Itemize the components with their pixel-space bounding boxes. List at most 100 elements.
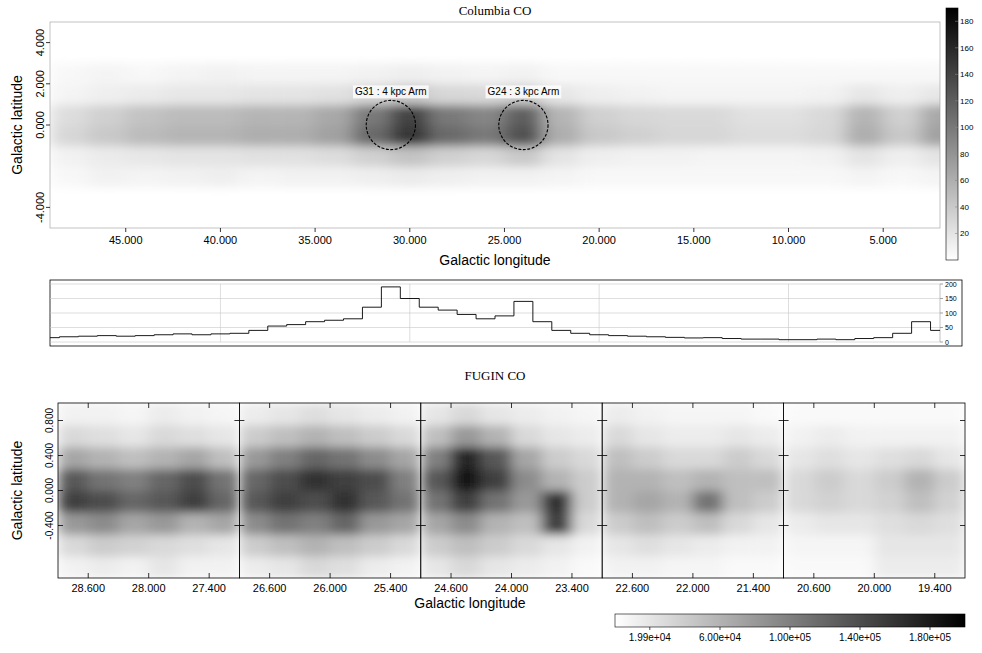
cell xyxy=(770,104,808,125)
x-tick-label: 22.600 xyxy=(616,582,650,594)
cell xyxy=(391,469,421,491)
cell xyxy=(580,125,618,146)
cell xyxy=(315,146,353,167)
cell xyxy=(512,447,543,469)
cell xyxy=(663,556,694,578)
cell xyxy=(572,425,602,447)
colorbar-tick-label: 40 xyxy=(960,203,969,212)
y-tick xyxy=(960,490,965,491)
cell xyxy=(753,403,783,425)
x-tick xyxy=(693,228,694,232)
cell xyxy=(58,491,89,513)
cell xyxy=(845,146,883,167)
cell xyxy=(391,63,429,84)
cell xyxy=(88,63,126,84)
step xyxy=(912,321,931,322)
cell xyxy=(50,146,88,167)
step xyxy=(817,339,836,340)
step xyxy=(893,333,912,334)
cell xyxy=(504,63,542,84)
cell xyxy=(784,512,815,534)
cell xyxy=(300,425,331,447)
cell xyxy=(572,534,602,556)
cell xyxy=(580,84,618,105)
cell xyxy=(807,146,845,167)
step xyxy=(325,320,344,321)
cell xyxy=(753,469,783,491)
step-riser xyxy=(362,307,363,319)
panel-area xyxy=(239,403,420,578)
cell xyxy=(421,556,452,578)
panel-frame xyxy=(602,403,783,578)
x-tick-label: 24.600 xyxy=(434,582,468,594)
cell xyxy=(300,447,331,469)
y-tick-label: -4.000 xyxy=(34,192,46,223)
cell xyxy=(512,534,543,556)
cell xyxy=(164,146,202,167)
y-tick-label: 150 xyxy=(945,295,957,302)
cell xyxy=(300,491,331,513)
cell xyxy=(481,425,512,447)
cell xyxy=(315,125,353,146)
cell xyxy=(149,469,180,491)
x-tick-label: 10.000 xyxy=(772,234,806,246)
cell xyxy=(239,403,270,425)
x-tick xyxy=(504,228,505,232)
y-tick xyxy=(234,525,239,526)
x-tick-label: 23.400 xyxy=(555,582,589,594)
cell xyxy=(300,534,331,556)
cell xyxy=(935,447,965,469)
cell xyxy=(239,63,277,84)
x-tick xyxy=(599,228,600,232)
colorbar-tick xyxy=(955,100,958,101)
y-tick xyxy=(940,313,943,314)
cell xyxy=(239,469,270,491)
y-tick xyxy=(960,525,965,526)
x-tick xyxy=(934,403,935,408)
cell xyxy=(732,166,770,187)
cell xyxy=(572,469,602,491)
x-tick xyxy=(571,403,572,408)
figure: Columbia CO45.00040.00035.00030.00025.00… xyxy=(0,0,982,653)
label-patch xyxy=(353,85,429,98)
x-tick-label: 22.000 xyxy=(676,582,710,594)
cell xyxy=(632,491,663,513)
y-tick xyxy=(602,525,607,526)
cell xyxy=(542,403,573,425)
y-tick xyxy=(416,490,421,491)
step-riser xyxy=(532,301,533,321)
y-tick xyxy=(602,455,607,456)
colorbar-tick-label: 140 xyxy=(960,70,974,79)
cell xyxy=(179,491,210,513)
step xyxy=(722,338,741,339)
cell xyxy=(270,556,301,578)
cell xyxy=(814,534,845,556)
cell xyxy=(353,125,391,146)
cell xyxy=(512,469,543,491)
cell xyxy=(602,556,633,578)
cell xyxy=(118,534,149,556)
cell xyxy=(50,125,88,146)
step xyxy=(457,314,476,315)
cell xyxy=(353,166,391,187)
y-tick xyxy=(416,420,421,421)
cell xyxy=(723,425,754,447)
cell xyxy=(481,534,512,556)
cell xyxy=(467,63,505,84)
cell xyxy=(542,469,573,491)
emission xyxy=(602,403,783,578)
cell xyxy=(88,512,119,534)
cell xyxy=(753,534,783,556)
cell xyxy=(694,104,732,125)
cell xyxy=(807,63,845,84)
step xyxy=(211,333,230,334)
cell xyxy=(330,556,361,578)
cell xyxy=(732,104,770,125)
cell xyxy=(542,125,580,146)
cell xyxy=(126,63,164,84)
cell xyxy=(602,491,633,513)
cell xyxy=(602,512,633,534)
y-tick-label: 200 xyxy=(945,281,957,288)
cell xyxy=(935,534,965,556)
cell xyxy=(512,425,543,447)
